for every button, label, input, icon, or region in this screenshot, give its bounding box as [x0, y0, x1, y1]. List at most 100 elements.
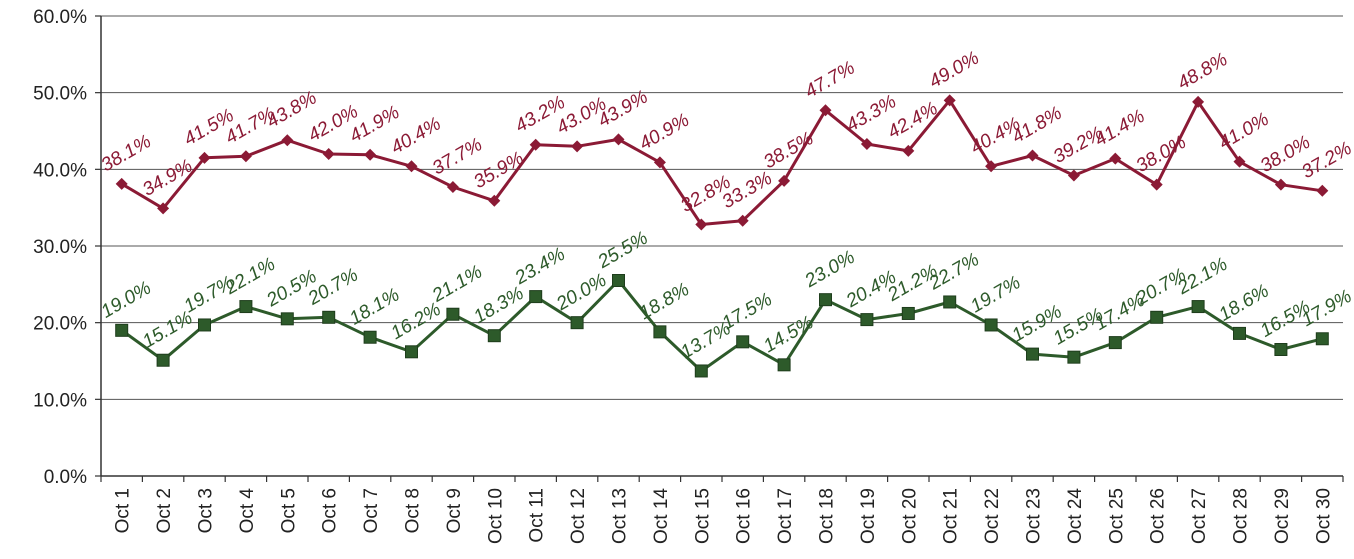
series-2-point [239, 300, 253, 314]
x-tick-label: Oct 13 [610, 488, 631, 544]
series-1-point [1150, 178, 1163, 191]
series-2-point [529, 290, 543, 304]
x-tick-label: Oct 21 [941, 488, 962, 544]
series-2-point [1274, 343, 1288, 356]
series-2-point [280, 312, 294, 326]
series-2-point [570, 316, 584, 330]
series-1-point [281, 134, 294, 147]
series-1-point [943, 94, 956, 107]
series-2-point [694, 364, 708, 378]
series-1-data-label: 41.8% [1009, 103, 1066, 148]
series-1-data-label: 48.8% [1174, 49, 1231, 94]
series-2-data-label: 25.5% [594, 228, 652, 274]
x-tick-label: Oct 3 [196, 488, 217, 533]
series-2-line [120, 279, 1323, 373]
series-1-point [819, 104, 832, 117]
series-2-point [736, 335, 750, 349]
series-1-data-label: 41.0% [1216, 109, 1273, 154]
series-1-point [364, 148, 377, 161]
series-1-point [902, 144, 915, 157]
y-tick-label: 20.0% [33, 314, 87, 335]
series-2-point [446, 307, 460, 321]
y-tick-label: 60.0% [33, 7, 87, 28]
series-1-point [446, 180, 459, 193]
x-tick-label: Oct 19 [858, 488, 879, 544]
series-2-data-label: 17.5% [719, 289, 776, 334]
series-1-point [488, 194, 501, 207]
series-1-data-label: 38.0% [1133, 132, 1190, 177]
series-2-data-label: 14.5% [760, 312, 817, 357]
x-tick-label: Oct 27 [1189, 488, 1210, 544]
x-tick-label: Oct 15 [692, 488, 713, 544]
x-tick-label: Oct 6 [320, 488, 341, 533]
x-tick-label: Oct 23 [1024, 488, 1045, 544]
series-1-point [529, 138, 542, 151]
series-1-point [115, 177, 128, 190]
series-1-data-label: 43.9% [595, 87, 652, 132]
series-2-data-label: 23.0% [801, 247, 859, 293]
series-1-point [695, 218, 708, 231]
x-tick-label: Oct 26 [1148, 488, 1169, 544]
y-tick-label: 10.0% [33, 390, 87, 411]
series-2-point [1026, 347, 1039, 361]
series-2-point [115, 323, 129, 337]
series-2-point [984, 318, 998, 332]
series-2-point [156, 353, 170, 367]
x-tick-label: Oct 25 [1106, 488, 1127, 544]
series-1-line [120, 98, 1323, 226]
series-2-point [901, 306, 915, 320]
series-1-point [1233, 155, 1246, 168]
x-tick-label: Oct 10 [485, 488, 506, 544]
series-1-point [1274, 178, 1287, 191]
series-2-point [1315, 332, 1329, 346]
x-tick-label: Oct 1 [113, 488, 134, 533]
x-tick-label: Oct 29 [1272, 488, 1293, 544]
x-tick-label: Oct 11 [527, 488, 548, 543]
series-1-point [1109, 152, 1122, 165]
series-2-point [819, 293, 832, 307]
x-tick-label: Oct 7 [361, 488, 382, 533]
series-1-point [239, 150, 252, 163]
series-1-point [1026, 149, 1039, 162]
x-tick-label: Oct 20 [899, 488, 920, 544]
series-1-point [736, 214, 749, 227]
y-tick-label: 0.0% [44, 467, 87, 488]
series-2-data-label: 19.7% [967, 272, 1024, 317]
x-tick-label: Oct 22 [982, 488, 1003, 544]
series-1-data-label: 40.9% [636, 110, 693, 155]
series-1-point [198, 151, 211, 164]
y-tick-label: 50.0% [33, 84, 87, 105]
series-2-point [1150, 310, 1164, 324]
series-1-point [1192, 95, 1205, 108]
series-2-data-label: 17.9% [1298, 286, 1354, 331]
y-tick-label: 40.0% [33, 160, 87, 181]
series-2-point [860, 313, 874, 327]
series-1-data-label: 49.0% [926, 47, 983, 92]
x-tick-label: Oct 4 [237, 488, 258, 534]
x-tick-label: Oct 17 [775, 488, 796, 544]
series-2-data-label: 20.0% [552, 270, 610, 316]
series-1-point [571, 140, 584, 153]
series-1-point [1067, 169, 1080, 182]
series-2-point [487, 329, 501, 343]
series-1-point [405, 160, 418, 173]
y-tick-label: 30.0% [33, 237, 87, 258]
x-tick-label: Oct 5 [278, 488, 299, 533]
series-2-point [198, 318, 211, 332]
x-tick-label: Oct 12 [568, 488, 589, 544]
series-2-point [1233, 326, 1246, 340]
x-tick-label: Oct 14 [651, 488, 672, 544]
x-tick-label: Oct 18 [817, 488, 838, 544]
x-tick-label: Oct 9 [444, 488, 465, 533]
x-tick-label: Oct 24 [1065, 488, 1086, 544]
series-1-data-label: 38.5% [760, 128, 817, 173]
series-2-data-label: 15.1% [139, 307, 196, 352]
series-2-point [777, 358, 791, 372]
series-2-point [1067, 350, 1081, 364]
series-2-point [1191, 300, 1205, 314]
x-tick-label: Oct 2 [154, 488, 175, 533]
series-1-data-label: 34.9% [139, 156, 196, 201]
series-2-point [363, 330, 377, 344]
